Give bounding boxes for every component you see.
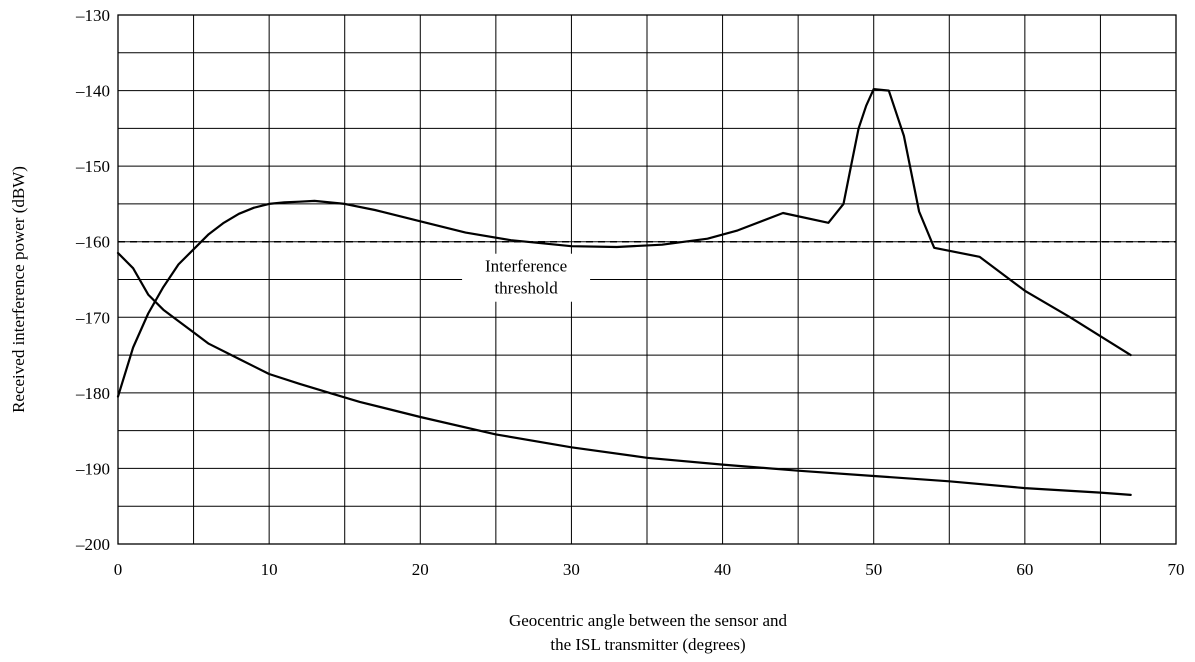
x-axis-ticks: 0 10 20 30 40 50 60 70: [114, 560, 1185, 579]
y-axis-title: Received interference power (dBW): [9, 166, 28, 413]
y-tick-label: –140: [75, 82, 110, 101]
series-lines: [116, 87, 1132, 496]
x-axis-title-line-1: Geocentric angle between the sensor and: [509, 611, 788, 630]
x-tick-label: 60: [1016, 560, 1033, 579]
x-tick-label: 40: [714, 560, 731, 579]
y-tick-label: –190: [75, 459, 110, 478]
x-tick-label: 70: [1168, 560, 1185, 579]
y-tick-label: –180: [75, 384, 110, 403]
grid: [118, 15, 1176, 544]
y-tick-label: –130: [75, 6, 110, 25]
annotation-line-2: threshold: [494, 279, 558, 298]
x-axis-title-line-2: the ISL transmitter (degrees): [550, 635, 745, 654]
y-tick-label: –160: [75, 233, 110, 252]
annotation-line-1: Interference: [485, 257, 567, 276]
x-tick-label: 30: [563, 560, 580, 579]
y-tick-label: –170: [75, 308, 110, 327]
plot-frame: [117, 14, 1177, 545]
x-tick-label: 50: [865, 560, 882, 579]
x-tick-label: 20: [412, 560, 429, 579]
x-tick-label: 10: [261, 560, 278, 579]
series-line-2: [116, 251, 1132, 496]
x-tick-label: 0: [114, 560, 123, 579]
series-line-1: [116, 87, 1132, 398]
annotation-background: [462, 253, 591, 302]
annotation-group: Interference threshold: [462, 253, 591, 302]
y-tick-label: –150: [75, 157, 110, 176]
y-axis-ticks: –130 –140 –150 –160 –170 –180 –190 –200: [75, 6, 110, 554]
y-tick-label: –200: [75, 535, 110, 554]
